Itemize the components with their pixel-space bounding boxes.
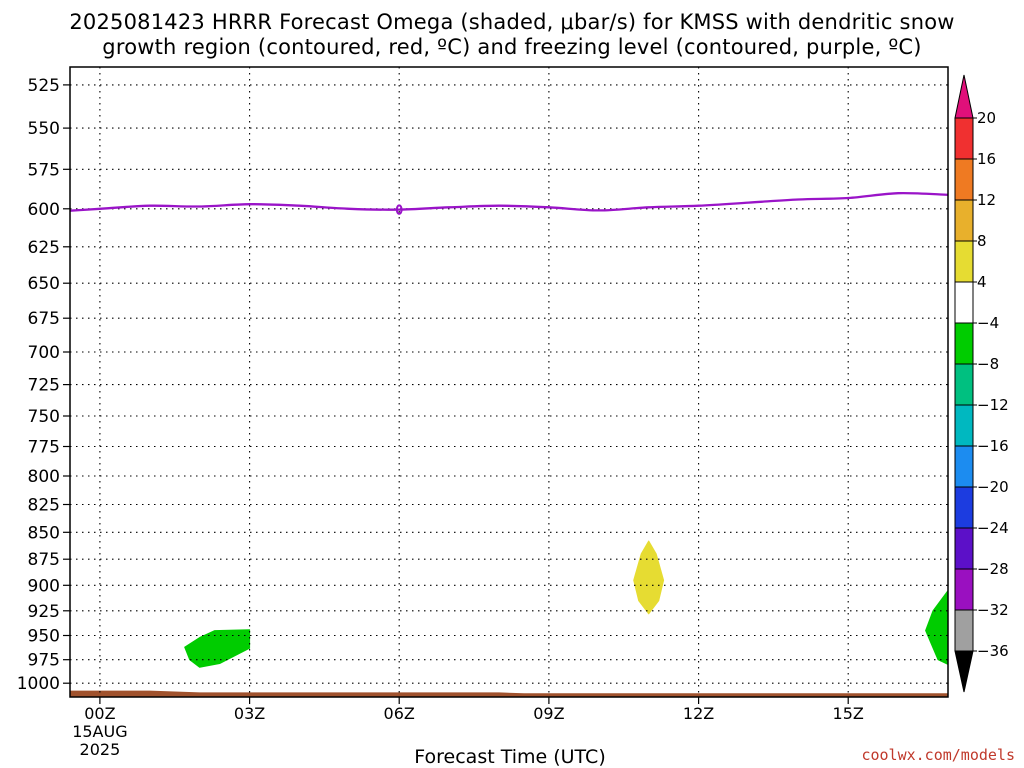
colorbar-bin-12 <box>954 609 974 652</box>
colorbar-bin-10 <box>954 527 974 570</box>
colorbar-label-6: −8 <box>977 355 999 373</box>
ytick-label-575: 575 <box>28 160 60 180</box>
colorbar-label-8: −16 <box>977 437 1009 455</box>
omega-region-2 <box>925 590 948 665</box>
colorbar-bottom-arrow <box>954 650 974 693</box>
ytick-label-775: 775 <box>28 438 60 458</box>
xtick-date: 15AUG <box>72 722 127 741</box>
freezing-level-contours <box>70 191 948 215</box>
chart-title-line-1: 2025081423 HRRR Forecast Omega (shaded, … <box>69 10 954 34</box>
ytick-label-750: 750 <box>28 407 60 427</box>
ytick-label-525: 525 <box>28 76 60 96</box>
ytick-label-725: 725 <box>28 376 60 396</box>
chart-title-line-2: growth region (contoured, red, ºC) and f… <box>102 35 921 59</box>
xtick-label-09Z: 09Z <box>533 704 564 723</box>
ytick-label-875: 875 <box>28 550 60 570</box>
pressure-axis: 525 550 575 600 625 650 675 700 725 750 775 800 825 8… <box>17 76 70 694</box>
ytick-label-925: 925 <box>28 602 60 622</box>
xtick-label-00Z: 00Z <box>84 704 115 723</box>
freezing-level-line <box>70 191 948 212</box>
ytick-label-625: 625 <box>28 238 60 258</box>
colorbar-top-arrow <box>954 74 974 119</box>
colorbar-label-0: 20 <box>977 109 996 127</box>
colorbar-label-2: 12 <box>977 191 996 209</box>
ytick-label-650: 650 <box>28 274 60 294</box>
colorbar-label-4: 4 <box>977 273 987 291</box>
omega-region-1 <box>633 540 665 615</box>
omega-shaded-regions <box>184 540 948 668</box>
ytick-label-675: 675 <box>28 309 60 329</box>
credit-text: coolwx.com/models <box>861 746 1015 764</box>
colorbar-bin-4 <box>954 281 974 324</box>
ytick-label-700: 700 <box>28 343 60 363</box>
colorbar-label-9: −20 <box>977 478 1009 496</box>
ytick-label-550: 550 <box>28 119 60 139</box>
ytick-label-1000: 1000 <box>17 674 60 694</box>
colorbar-label-13: −36 <box>977 642 1009 660</box>
ground-layer <box>70 690 948 697</box>
ytick-label-600: 600 <box>28 200 60 220</box>
xtick-label-03Z: 03Z <box>234 704 265 723</box>
colorbar-label-3: 8 <box>977 232 987 250</box>
colorbar-label-7: −12 <box>977 396 1009 414</box>
colorbar-label-1: 16 <box>977 150 996 168</box>
ytick-label-900: 900 <box>28 576 60 596</box>
colorbar-bin-1 <box>954 158 974 201</box>
colorbar-bin-3 <box>954 240 974 283</box>
freezing-level-small-contour <box>395 204 403 215</box>
colorbar-bin-7 <box>954 404 974 447</box>
colorbar-label-11: −28 <box>977 560 1009 578</box>
colorbar-bin-9 <box>954 486 974 529</box>
colorbar-bin-6 <box>954 363 974 406</box>
omega-colorbar: 20 16 12 8 4 −4 −8 −12 −16 −20 −24 −28 −32 −36 <box>954 74 1009 693</box>
colorbar-bin-11 <box>954 568 974 611</box>
colorbar-bin-0 <box>954 117 974 160</box>
gridlines <box>70 67 948 697</box>
xtick-label-15Z: 15Z <box>833 704 864 723</box>
plot-frame <box>69 66 949 698</box>
xtick-label-06Z: 06Z <box>384 704 415 723</box>
colorbar-bin-8 <box>954 445 974 488</box>
ytick-label-825: 825 <box>28 496 60 516</box>
colorbar-label-10: −24 <box>977 519 1009 537</box>
ground-surface <box>70 690 948 697</box>
x-axis-label: Forecast Time (UTC) <box>414 746 605 768</box>
omega-region-0 <box>184 629 251 668</box>
ytick-label-950: 950 <box>28 627 60 647</box>
colorbar-label-5: −4 <box>977 314 999 332</box>
colorbar-bin-2 <box>954 199 974 242</box>
ytick-label-975: 975 <box>28 651 60 671</box>
colorbar-bin-5 <box>954 322 974 365</box>
xtick-year: 2025 <box>80 740 121 759</box>
colorbar-label-12: −32 <box>977 601 1009 619</box>
xtick-label-12Z: 12Z <box>683 704 714 723</box>
ytick-label-850: 850 <box>28 523 60 543</box>
ytick-label-800: 800 <box>28 467 60 487</box>
